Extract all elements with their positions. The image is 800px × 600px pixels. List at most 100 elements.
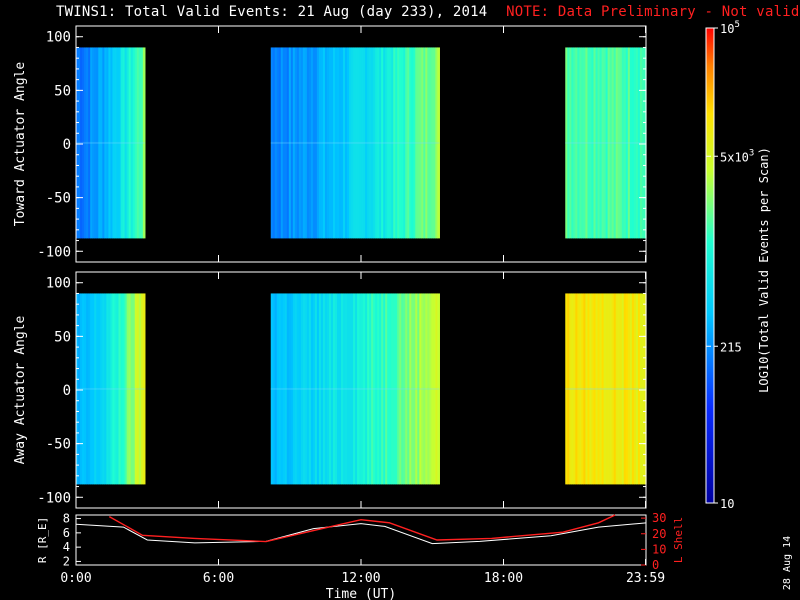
heatmap-cell [312,293,316,485]
heatmap-cell [80,293,83,485]
heatmap-cell [122,47,126,239]
heatmap-cell [296,293,300,485]
heatmap-cell [274,47,278,239]
heatmap-cell [611,47,615,239]
heatmap-cell [96,47,99,239]
heatmap-cell [631,47,635,239]
heatmap-cell [623,293,627,485]
x-tick-label: 23:59 [626,571,665,586]
heatmap-cell [130,293,134,485]
heatmap-cell [118,293,122,485]
left-y-tick-label: 2 [63,554,70,568]
heatmap-block [565,47,647,239]
heatmap-cell [591,293,595,485]
y-tick-label: 100 [46,276,71,292]
heatmap-cell [375,47,378,239]
heatmap-cell [280,293,284,485]
heatmap-cell [286,47,290,239]
heatmap-cell [298,47,302,239]
zero-angle-band [270,141,440,144]
heatmap-cell [90,47,93,239]
heatmap-cell [571,47,574,239]
heatmap-block [76,47,146,239]
heatmap-cell [627,47,631,239]
heatmap-cell [587,293,591,485]
heatmap-cell [397,47,400,239]
heatmap-cell [316,293,320,485]
heatmap-cell [84,293,87,485]
heatmap-cell [571,293,574,485]
heatmap-cell [126,293,130,485]
plot-frame [75,514,647,566]
heatmap-cell [367,293,370,485]
heatmap-cell [397,293,400,485]
left-y-axis-label: R [R_E] [36,517,49,563]
heatmap-cell [587,47,591,239]
y-axis-label: Toward Actuator Angle [13,62,28,227]
heatmap-cell [104,47,107,239]
heatmap-cell [589,47,593,239]
heatmap-cell [403,293,406,485]
heatmap-cell [431,47,434,239]
heatmap-cell [419,47,422,239]
y-axis-label: Away Actuator Angle [13,315,28,464]
heatmap-cell [609,47,613,239]
heatmap-cell [86,47,89,239]
heatmap-cell [423,47,426,239]
heatmap-cell [381,293,384,485]
heatmap-cell [306,47,310,239]
heatmap-cell [577,293,580,485]
heatmap-cell [142,293,146,485]
heatmap-cell [393,293,396,485]
heatmap-cell [126,47,130,239]
heatmap-cell [98,47,101,239]
heatmap-cell [102,293,105,485]
heatmap-cell [343,293,346,485]
title-text: TWINS1: Total Valid Events: 21 Aug (day … [56,4,488,20]
heatmap-cell [290,293,294,485]
heatmap-cell [381,47,384,239]
right-y-axis-label: L Shell [672,517,685,563]
heatmap-cell [92,293,95,485]
colorbar-tick-label: 105 [720,20,740,36]
heatmap-cell [82,47,85,239]
heatmap-cell [341,47,344,239]
heatmap-cell [621,293,625,485]
heatmap-cell [324,47,328,239]
heatmap-cell [425,47,428,239]
chart-title: TWINS1: Total Valid Events: 21 Aug (day … [56,4,800,20]
heatmap-cell [409,293,412,485]
heatmap-cell [377,47,380,239]
zero-angle-band [76,387,145,390]
x-tick-label: 12:00 [341,571,380,586]
heatmap-cell [82,293,85,485]
heatmap-cell [369,47,372,239]
heatmap-cell [112,293,116,485]
toward-heatmap-panel: 100 50 0 -50 -100 Toward Actuator Angle [13,25,647,263]
heatmap-cell [409,47,412,239]
heatmap-cell [349,293,352,485]
heatmap-cell [116,293,120,485]
heatmap-cell [140,47,144,239]
heatmap-cell [391,47,394,239]
heatmap-cell [601,47,605,239]
heatmap-cell [633,47,637,239]
heatmap-cell [421,47,424,239]
away-heatmap-panel: 100 50 0 -50 -100 Away Actuator Angle [13,271,647,509]
heatmap-cell [316,47,320,239]
heatmap-cell [339,47,342,239]
y-tick-label: -50 [46,191,71,207]
heatmap-cell [423,293,426,485]
heatmap-cell [288,47,292,239]
heatmap-cell [365,293,368,485]
heatmap-cell [116,47,120,239]
heatmap-cell [355,293,358,485]
heatmap-cell [391,293,394,485]
heatmap-cell [569,47,572,239]
heatmap-cell [565,47,568,239]
heatmap-cell [603,47,607,239]
heatmap-cell [140,293,144,485]
x-axis-label: Time (UT) [326,587,396,600]
heatmap-cell [334,293,338,485]
heatmap-cell [359,47,362,239]
